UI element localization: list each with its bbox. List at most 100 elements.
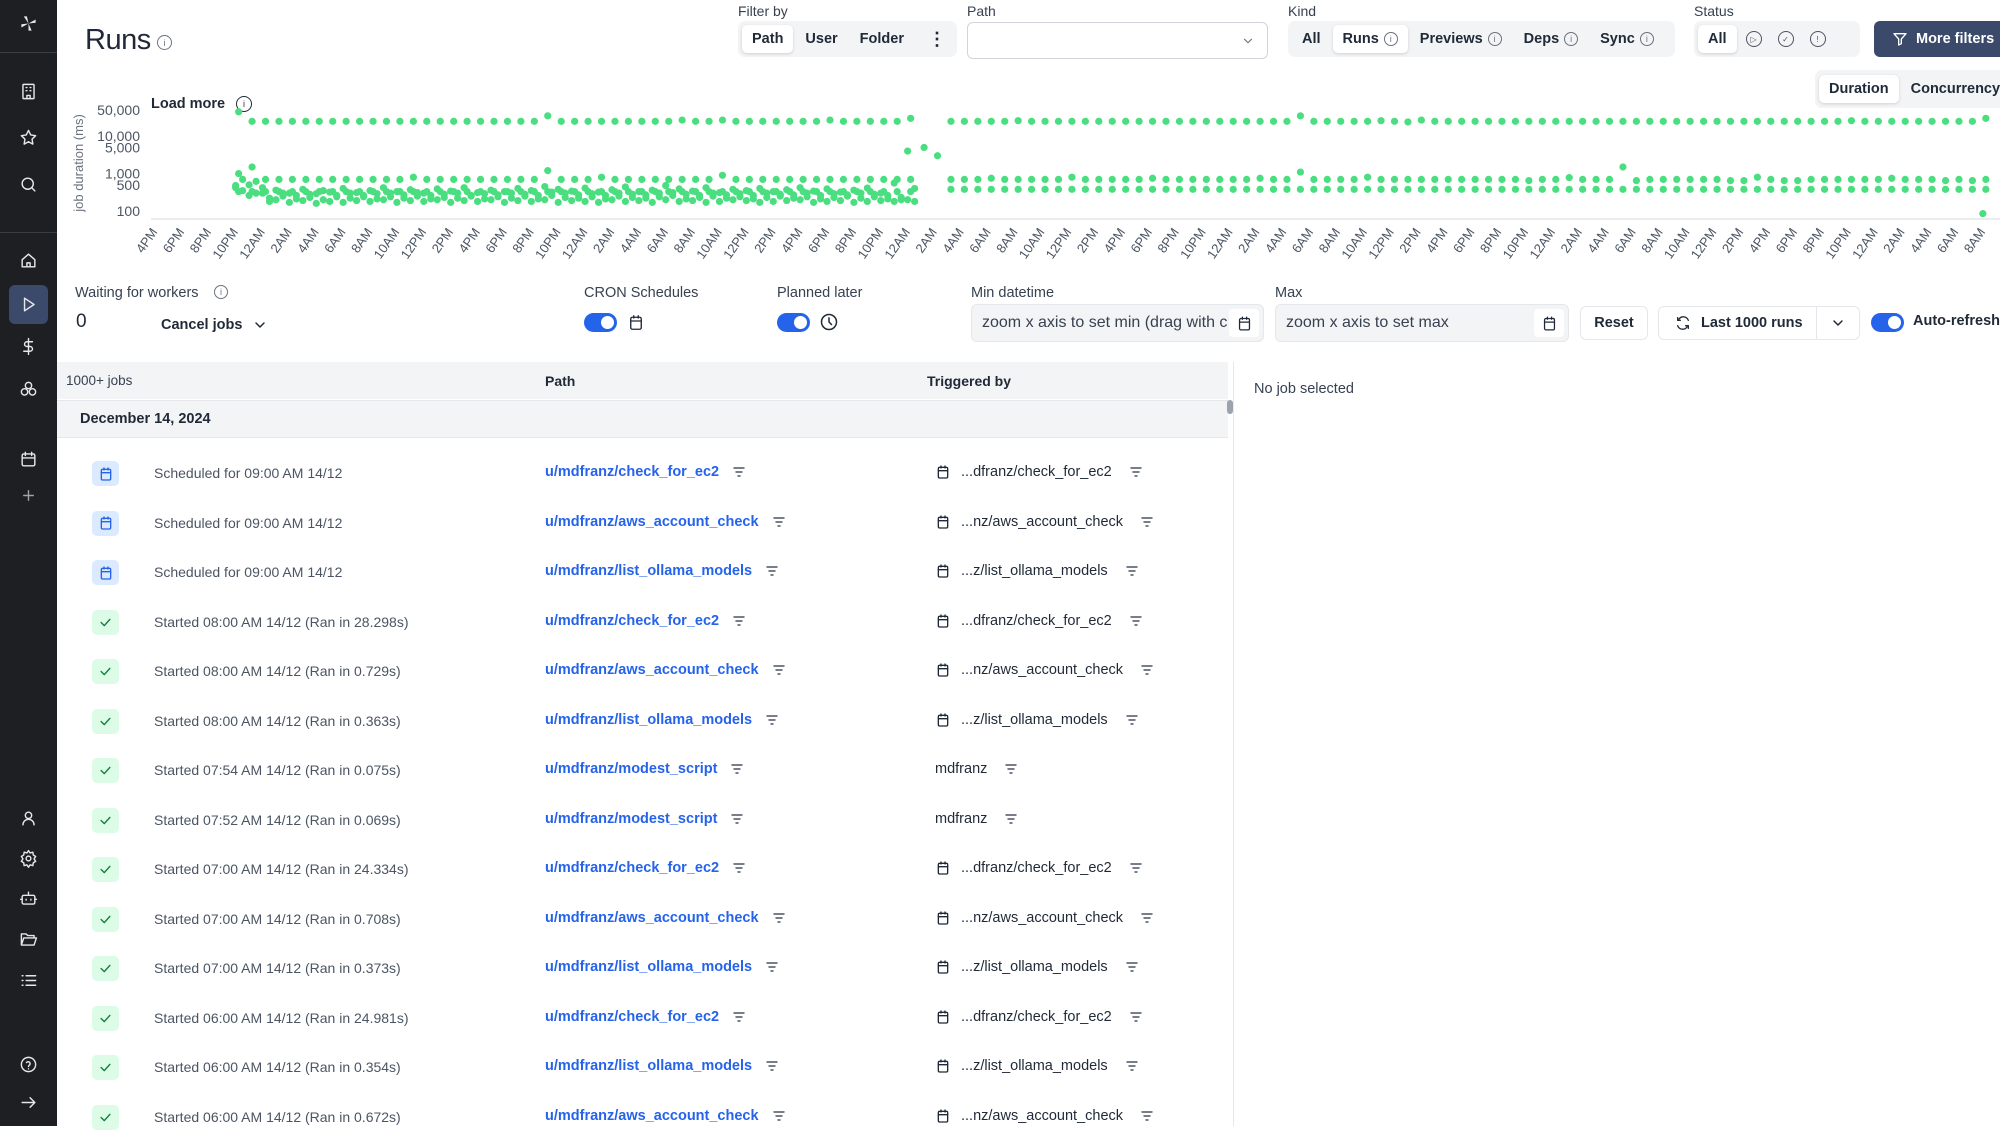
run-path-link[interactable]: u/mdfranz/modest_script — [545, 810, 718, 827]
data-point[interactable] — [665, 117, 673, 125]
data-point[interactable] — [624, 188, 633, 196]
data-point[interactable] — [1001, 117, 1009, 125]
data-point[interactable] — [285, 198, 293, 206]
data-point[interactable] — [1753, 173, 1761, 181]
data-point[interactable] — [866, 117, 874, 125]
run-path-link[interactable]: u/mdfranz/check_for_ec2 — [545, 860, 720, 876]
data-point[interactable] — [1979, 210, 1987, 218]
data-point[interactable] — [1028, 185, 1036, 193]
filter-by-user[interactable]: User — [805, 31, 838, 47]
data-point[interactable] — [342, 117, 350, 125]
data-point[interactable] — [742, 196, 750, 205]
data-point[interactable] — [1740, 176, 1748, 185]
data-point[interactable] — [1189, 175, 1197, 183]
data-point[interactable] — [420, 197, 428, 206]
data-point[interactable] — [696, 193, 704, 202]
data-point[interactable] — [974, 175, 982, 183]
data-point[interactable] — [476, 188, 485, 196]
data-point[interactable] — [870, 190, 878, 198]
data-point[interactable] — [1767, 117, 1775, 125]
data-point[interactable] — [1417, 116, 1425, 124]
table-row[interactable]: Started 07:54 AM 14/12 (Ran in 0.075s) u/… — [57, 746, 1228, 795]
data-point[interactable] — [1901, 175, 1909, 183]
data-point[interactable] — [1243, 117, 1251, 125]
data-point[interactable] — [655, 193, 663, 201]
data-point[interactable] — [615, 192, 623, 200]
data-point[interactable] — [1189, 185, 1197, 193]
data-point[interactable] — [843, 192, 852, 200]
data-point[interactable] — [393, 198, 401, 206]
data-point[interactable] — [1874, 185, 1882, 193]
data-point[interactable] — [494, 191, 502, 199]
data-point[interactable] — [460, 196, 468, 205]
data-point[interactable] — [386, 189, 395, 197]
data-point[interactable] — [346, 194, 354, 202]
filter-icon[interactable] — [1005, 764, 1018, 774]
data-point[interactable] — [987, 117, 995, 125]
folder-open-icon[interactable] — [16, 927, 41, 952]
data-point[interactable] — [1296, 168, 1304, 176]
data-point[interactable] — [1847, 185, 1856, 193]
data-point[interactable] — [1283, 117, 1291, 125]
data-point[interactable] — [635, 196, 643, 205]
data-point[interactable] — [299, 185, 307, 193]
data-point[interactable] — [729, 196, 737, 204]
data-point[interactable] — [718, 188, 727, 196]
data-point[interactable] — [568, 187, 576, 195]
data-point[interactable] — [776, 192, 784, 200]
data-point[interactable] — [1498, 185, 1506, 193]
data-point[interactable] — [786, 175, 794, 183]
data-point[interactable] — [248, 117, 256, 125]
filter-icon[interactable] — [1141, 516, 1153, 527]
more-options-kebab-icon[interactable]: ⋮ — [927, 28, 946, 49]
table-row[interactable]: Started 06:00 AM 14/12 (Ran in 0.672s) u/… — [57, 1093, 1228, 1142]
filter-by-folder[interactable]: Folder — [859, 31, 904, 47]
data-point[interactable] — [1740, 117, 1748, 125]
data-point[interactable] — [396, 175, 404, 183]
data-point[interactable] — [379, 196, 388, 204]
data-point[interactable] — [360, 193, 368, 201]
data-point[interactable] — [413, 189, 421, 197]
data-point[interactable] — [920, 143, 928, 152]
data-point[interactable] — [554, 198, 562, 206]
data-point[interactable] — [890, 197, 898, 206]
dollar-icon[interactable] — [16, 334, 41, 359]
data-point[interactable] — [503, 188, 512, 196]
data-point[interactable] — [423, 188, 431, 196]
table-row[interactable]: Scheduled for 09:00 AM 14/12 u/mdfranz/li… — [57, 548, 1228, 597]
data-point[interactable] — [554, 185, 562, 193]
data-point[interactable] — [1122, 117, 1130, 125]
data-point[interactable] — [1269, 117, 1278, 125]
data-point[interactable] — [494, 193, 502, 201]
data-point[interactable] — [1364, 185, 1372, 193]
data-point[interactable] — [473, 197, 482, 206]
data-point[interactable] — [836, 188, 845, 196]
data-point[interactable] — [1552, 175, 1560, 183]
filter-icon[interactable] — [1005, 813, 1018, 824]
data-point[interactable] — [1915, 175, 1923, 183]
data-point[interactable] — [1982, 185, 1990, 193]
data-point[interactable] — [742, 187, 750, 195]
table-scrollbar[interactable] — [1227, 400, 1233, 414]
data-point[interactable] — [816, 195, 825, 203]
data-point[interactable] — [1001, 185, 1009, 193]
data-point[interactable] — [839, 175, 848, 183]
data-point[interactable] — [557, 188, 565, 196]
data-point[interactable] — [628, 193, 637, 202]
data-point[interactable] — [530, 188, 538, 196]
runs-play-icon[interactable] — [9, 285, 48, 324]
data-point[interactable] — [1417, 175, 1425, 183]
data-point[interactable] — [1323, 117, 1331, 125]
data-point[interactable] — [1269, 175, 1278, 183]
data-point[interactable] — [1780, 117, 1788, 125]
run-path-link[interactable]: u/mdfranz/check_for_ec2 — [545, 464, 720, 480]
data-point[interactable] — [1068, 173, 1076, 181]
data-point[interactable] — [893, 117, 901, 125]
data-point[interactable] — [1471, 117, 1479, 125]
run-path-link[interactable]: u/mdfranz/aws_account_check — [545, 513, 759, 530]
windmill-logo-icon[interactable] — [16, 11, 41, 36]
data-point[interactable] — [245, 181, 253, 189]
data-point[interactable] — [1686, 185, 1694, 193]
data-point[interactable] — [642, 191, 650, 199]
data-point[interactable] — [772, 117, 780, 125]
